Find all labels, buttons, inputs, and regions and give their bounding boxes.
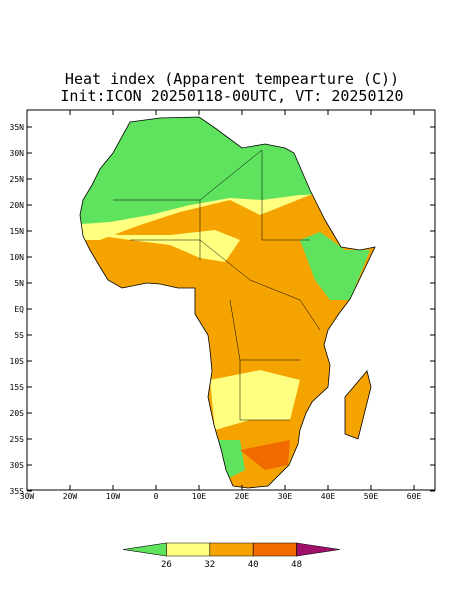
madagascar xyxy=(344,370,372,440)
lat-tick-label: 25S xyxy=(10,435,25,444)
lat-tick-label: 15S xyxy=(10,383,25,392)
colorbar-swatch xyxy=(296,542,341,557)
colorbar-swatch xyxy=(252,542,297,557)
borders xyxy=(113,149,321,421)
map-title: Heat index (Apparent tempearture (C)) xyxy=(65,70,399,88)
lon-tick-label: 50E xyxy=(364,492,379,501)
coastline xyxy=(79,116,376,489)
lon-tick-label: 10E xyxy=(192,492,207,501)
colorbar-label: 48 xyxy=(291,560,302,570)
colorbar-swatch xyxy=(122,542,167,557)
lon-tick-label: 20E xyxy=(235,492,250,501)
colorbar-label: 40 xyxy=(248,560,259,570)
map-subtitle: Init:ICON 20250118-00UTC, VT: 20250120 xyxy=(60,87,403,105)
region-yellow-south xyxy=(210,370,300,430)
lon-tick-label: 10W xyxy=(106,492,121,501)
lon-tick-label: 60E xyxy=(407,492,422,501)
lat-tick-label: EQ xyxy=(14,305,24,314)
lat-tick-label: 25N xyxy=(10,175,25,184)
lon-tick-label: 30E xyxy=(278,492,293,501)
lon-tick-label: 20W xyxy=(63,492,78,501)
lat-tick-label: 15N xyxy=(10,227,25,236)
lat-tick-label: 30S xyxy=(10,461,25,470)
lat-tick-label: 20S xyxy=(10,409,25,418)
lat-tick-label: 20N xyxy=(10,201,25,210)
colorbar-swatch xyxy=(209,542,254,557)
lon-tick-label: 30W xyxy=(20,492,35,501)
lat-tick-label: 5N xyxy=(14,279,24,288)
colorbar: 26 32 40 48 xyxy=(122,542,341,570)
colorbar-label: 26 xyxy=(161,560,172,570)
lat-tick-label: 35S xyxy=(10,487,25,496)
colorbar-label: 32 xyxy=(204,560,215,570)
lon-tick-label: 0 xyxy=(154,492,159,501)
lon-tick-label: 40E xyxy=(321,492,336,501)
lat-tick-label: 10S xyxy=(10,357,25,366)
region-yellow-west xyxy=(80,230,240,262)
lat-tick-label: 30N xyxy=(10,149,25,158)
ticks: 35N 30N 25N 20N 15N 10N 5N EQ 5S 10S 15S 20S 25S 30S 3… xyxy=(10,110,435,501)
lat-tick-label: 5S xyxy=(14,331,24,340)
region-darkorange xyxy=(240,440,290,470)
region-green-east xyxy=(300,232,370,300)
lat-tick-label: 10N xyxy=(10,253,25,262)
lat-tick-label: 35N xyxy=(10,123,25,132)
colorbar-swatch xyxy=(166,542,211,557)
